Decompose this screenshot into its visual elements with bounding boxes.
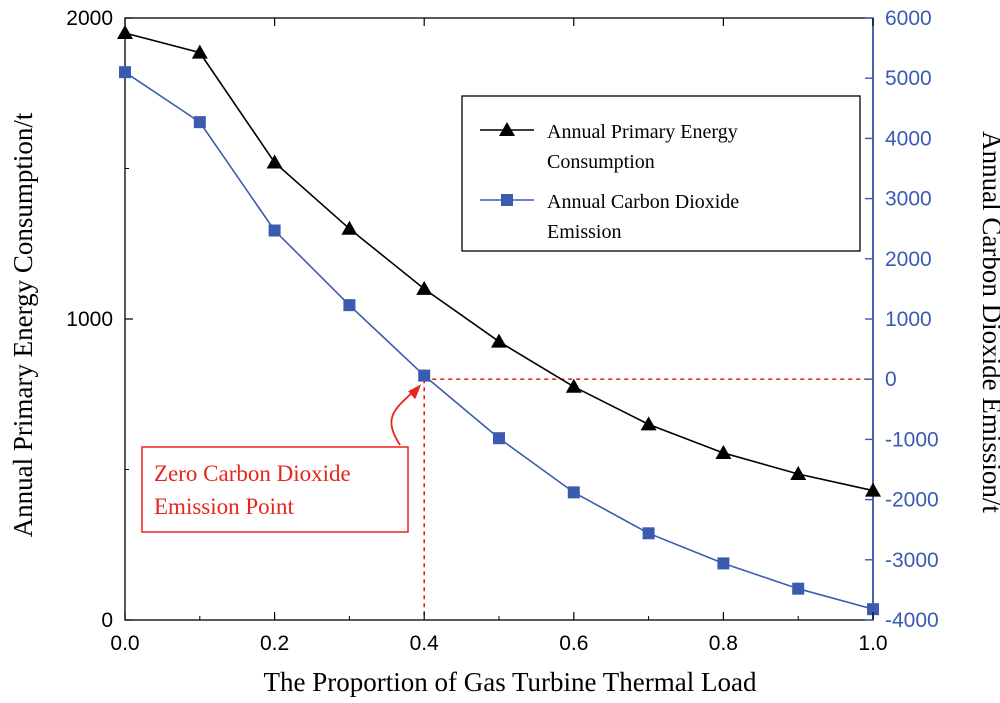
data-point-triangle	[715, 444, 732, 459]
data-point-square	[268, 224, 281, 237]
series-2	[119, 66, 879, 616]
data-point-square	[792, 582, 805, 595]
data-point-square	[867, 603, 879, 616]
data-point-triangle	[790, 466, 807, 481]
legend-triangle-marker	[499, 122, 515, 136]
annotation-box	[141, 446, 409, 533]
series-group	[117, 25, 881, 616]
annotation-arrow-head	[408, 384, 422, 400]
data-point-triangle	[640, 416, 657, 431]
y-left-tick-label: 1000	[66, 308, 113, 331]
data-point-triangle	[491, 333, 507, 348]
data-point-square	[343, 299, 356, 312]
legend-label: Emission	[547, 221, 621, 243]
x-tick-label: 1.0	[858, 632, 887, 655]
data-point-square	[418, 369, 431, 382]
annotation: Zero Carbon Dioxide Emission Point	[141, 384, 422, 533]
data-point-square	[193, 116, 206, 129]
y-right-tick-label: -2000	[885, 489, 939, 512]
data-point-square	[119, 66, 131, 79]
data-point-square	[717, 557, 730, 570]
x-tick-label: 0.6	[559, 632, 588, 655]
data-point-square	[642, 527, 655, 540]
y-left-tick-label: 2000	[66, 7, 113, 30]
data-point-triangle	[191, 44, 208, 59]
y-right-tick-label: 6000	[885, 7, 932, 30]
x-tick-label: 0.2	[260, 632, 289, 655]
data-point-triangle	[416, 280, 433, 295]
legend-label: Annual Carbon Dioxide	[547, 191, 739, 213]
zero-emission-reference-lines	[423, 378, 873, 620]
y-right-tick-label: 2000	[885, 248, 932, 271]
y-right-tick-label: 3000	[885, 188, 932, 211]
x-tick-label: 0.4	[410, 632, 440, 655]
axis-ticks: 0.0 0.2 0.4 0.6 0.8 1.0 0 1000 2000 -4000 -3000 -20…	[66, 7, 938, 655]
data-point-triangle	[565, 378, 582, 393]
data-point-square	[567, 486, 580, 499]
legend-square-marker	[501, 194, 513, 206]
data-point-triangle	[117, 25, 133, 40]
legend-entry-1: Annual Primary Energy Consumption	[480, 121, 738, 173]
y-right-tick-label: 0	[885, 368, 897, 391]
data-point-triangle	[341, 220, 358, 235]
y-right-tick-label: 4000	[885, 127, 932, 150]
annotation-text: Emission Point	[154, 494, 295, 519]
data-point-triangle	[865, 482, 881, 497]
data-point-triangle	[266, 154, 283, 169]
legend-entry-2: Annual Carbon Dioxide Emission	[480, 191, 739, 243]
y-right-tick-label: 1000	[885, 308, 932, 331]
y-right-tick-label: -3000	[885, 549, 939, 572]
x-tick-label: 0.0	[110, 632, 139, 655]
legend-label: Consumption	[547, 151, 655, 173]
y-right-tick-label: -1000	[885, 428, 939, 451]
legend: Annual Primary Energy Consumption Annual C…	[461, 95, 861, 252]
y-axis-left-title: Annual Primary Energy Consumption/t	[8, 112, 38, 537]
annotation-text: Zero Carbon Dioxide	[154, 461, 351, 486]
y-right-tick-label: -4000	[885, 609, 939, 632]
y-right-tick-label: 5000	[885, 67, 932, 90]
y-left-tick-label: 0	[101, 609, 113, 632]
data-point-square	[493, 432, 505, 445]
series-1	[117, 25, 881, 497]
legend-box	[461, 95, 861, 252]
y-axis-right-title: Annual Carbon Dioxide Emission/t	[977, 131, 1000, 513]
x-axis-title: The Proportion of Gas Turbine Thermal Lo…	[264, 667, 757, 697]
legend-label: Annual Primary Energy	[547, 121, 738, 143]
x-tick-label: 0.8	[709, 632, 738, 655]
